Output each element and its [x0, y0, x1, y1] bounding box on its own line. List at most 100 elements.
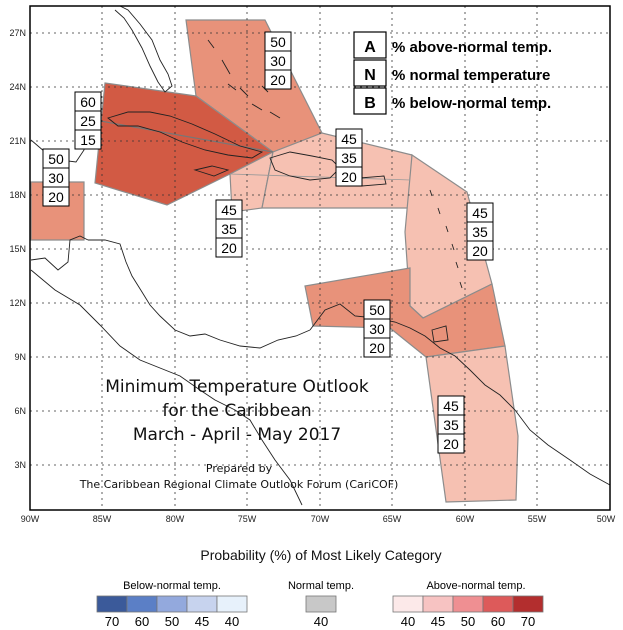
lat-tick-label: 15N — [9, 244, 26, 254]
colorbar-swatch — [512, 595, 544, 613]
mexico-coast — [30, 235, 89, 271]
key-text: % normal temperature — [392, 67, 550, 84]
title-line-1: Minimum Temperature Outlook — [105, 377, 369, 397]
colorbar-above-swatches: 40 45 50 60 70 — [392, 595, 544, 629]
lon-tick-label: 90W — [21, 514, 40, 524]
lon-tick-label: 80W — [166, 514, 185, 524]
region-guianas — [425, 345, 519, 503]
colorbar-swatch — [216, 595, 248, 613]
value-box — [215, 237, 243, 258]
colorbar-legend: Probability (%) of Most Likely Category … — [96, 547, 544, 629]
lat-tick-label: 9N — [14, 352, 26, 362]
colorbar-tick: 60 — [491, 614, 505, 629]
value-text: 20 — [341, 169, 357, 185]
colorbar-tick: 70 — [105, 614, 119, 629]
value-text: 20 — [48, 189, 64, 205]
value-text: 20 — [221, 240, 237, 256]
cuba-coast — [107, 111, 264, 159]
value-text: 25 — [80, 113, 96, 129]
colorbar-tick: 45 — [431, 614, 445, 629]
lat-tick-label: 27N — [9, 28, 26, 38]
lon-tick-label: 60W — [456, 514, 475, 524]
colorbar-swatch — [156, 595, 188, 613]
key-text: % below-normal temp. — [392, 95, 551, 112]
colorbar-tick: 40 — [401, 614, 415, 629]
colorbar-tick: 50 — [461, 614, 475, 629]
map-frame — [29, 5, 611, 511]
lon-tick-label: 50W — [597, 514, 616, 524]
colorbar-swatch — [126, 595, 158, 613]
colorbar-swatch — [422, 595, 454, 613]
value-box — [437, 433, 465, 454]
lat-tick-label: 21N — [9, 136, 26, 146]
colorbar-swatch — [186, 595, 218, 613]
colorbar-normal-label: Normal temp. — [288, 580, 354, 592]
title-line-3: March - April - May 2017 — [133, 425, 341, 445]
colorbar-tick: 70 — [521, 614, 535, 629]
central-america-pacific — [30, 269, 303, 506]
south-america-coast — [309, 303, 611, 486]
value-text: 45 — [341, 131, 357, 147]
value-box — [335, 166, 363, 187]
lon-tick-label: 85W — [93, 514, 112, 524]
value-text: 20 — [472, 243, 488, 259]
title-line-2: for the Caribbean — [162, 401, 311, 421]
colorbar-above-label: Above-normal temp. — [426, 580, 525, 592]
region-label-cuba-jamaica: 60 25 15 — [74, 91, 102, 150]
value-box — [42, 186, 70, 207]
key-letter: N — [364, 67, 376, 84]
value-text: 50 — [369, 302, 385, 318]
value-text: 20 — [270, 72, 286, 88]
region-label-southern: 50 30 20 — [363, 299, 391, 358]
coastlines — [30, 5, 611, 506]
region-label-lesser-antilles: 45 35 20 — [466, 202, 494, 261]
lat-tick-label: 24N — [9, 82, 26, 92]
lesser-antilles-islands — [429, 189, 463, 289]
colorbar-swatch — [96, 595, 128, 613]
lon-tick-label: 70W — [311, 514, 330, 524]
value-text: 35 — [221, 221, 237, 237]
lon-tick-label: 75W — [238, 514, 257, 524]
longitude-axis: 90W 85W 80W 75W 70W 65W 60W 55W 50W — [21, 514, 616, 524]
lon-tick-label: 65W — [383, 514, 402, 524]
value-text: 35 — [341, 150, 357, 166]
colorbar-below-label: Below-normal temp. — [123, 580, 221, 592]
hispaniola-coast — [269, 151, 341, 181]
trinidad-coast — [431, 325, 449, 343]
region-label-cayman: 45 35 20 — [215, 199, 243, 258]
region-southern — [304, 267, 506, 358]
key-text: % above-normal temp. — [392, 39, 552, 56]
value-text: 35 — [472, 224, 488, 240]
key-letter: B — [364, 95, 376, 112]
prepared-by: Prepared by — [206, 462, 273, 475]
value-box — [363, 337, 391, 358]
region-label-guianas: 45 35 20 — [437, 395, 465, 454]
colorbar-swatch — [392, 595, 424, 613]
colorbar-tick: 45 — [195, 614, 209, 629]
colorbar-swatch — [452, 595, 484, 613]
region-labels: 50 30 20 60 25 15 50 30 20 45 35 20 45 35 20 45 35 2… — [42, 31, 494, 454]
bahamas-islands — [207, 39, 281, 119]
region-label-hispaniola: 45 35 20 — [335, 128, 363, 187]
graticule — [30, 6, 610, 510]
colorbar-swatch — [482, 595, 514, 613]
lat-tick-label: 18N — [9, 190, 26, 200]
value-text: 50 — [270, 34, 286, 50]
region-label-belize: 50 30 20 — [42, 148, 70, 207]
category-key: A % above-normal temp. N % normal temper… — [353, 31, 552, 115]
value-text: 30 — [48, 170, 64, 186]
lat-tick-label: 6N — [14, 406, 26, 416]
value-text: 30 — [369, 321, 385, 337]
colorbar-tick: 40 — [314, 614, 328, 629]
value-box — [466, 240, 494, 261]
colorbar-heading: Probability (%) of Most Likely Category — [200, 547, 441, 563]
value-text: 45 — [443, 398, 459, 414]
colorbar-tick: 60 — [135, 614, 149, 629]
latitude-axis: 27N 24N 21N 18N 15N 12N 9N 6N 3N — [9, 28, 26, 470]
colorbar-swatch — [305, 595, 337, 613]
value-text: 60 — [80, 94, 96, 110]
value-box — [264, 69, 292, 90]
jamaica-coast — [193, 165, 230, 177]
value-text: 35 — [443, 417, 459, 433]
forum-name: The Caribbean Regional Climate Outlook F… — [79, 478, 399, 491]
